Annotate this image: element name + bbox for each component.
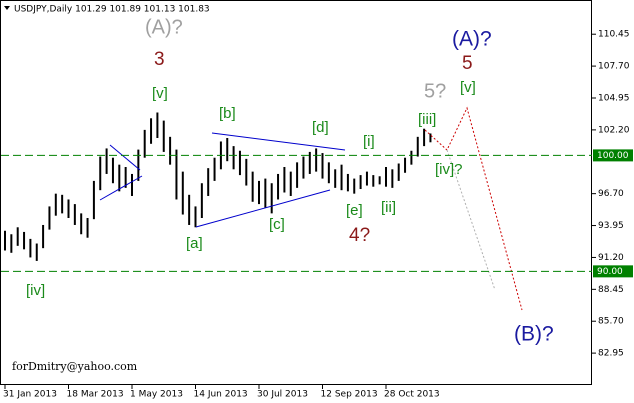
wave-label: (A)? <box>145 16 183 38</box>
wave-label: 5 <box>462 53 473 74</box>
x-tick-label: 31 Jan 2013 <box>3 390 57 400</box>
plot-frame <box>0 0 592 385</box>
wave-label: [c] <box>269 216 285 233</box>
x-tick-label: 14 Jun 2013 <box>194 390 248 400</box>
y-tick-label: 91.20 <box>598 253 624 263</box>
menu-arrow <box>4 6 10 10</box>
x-tick-label: 18 Mar 2013 <box>67 390 124 400</box>
projection-line <box>424 106 523 311</box>
wave-label: [iv] <box>26 282 45 299</box>
wave-label: [b] <box>219 105 236 122</box>
y-tick-label: 93.95 <box>598 221 624 231</box>
wave-label: [i] <box>363 133 375 150</box>
chart-title: USDJPY,Daily 101.29 101.89 101.13 101.83 <box>14 5 210 15</box>
y-tick-label: 107.70 <box>598 62 630 72</box>
y-tick-label: 102.20 <box>598 125 630 135</box>
y-tick-label: 82.95 <box>598 349 624 359</box>
wave-label: [ii] <box>381 199 396 216</box>
wave-label: [e] <box>346 202 363 219</box>
level-label-box <box>593 265 633 278</box>
wave-label: [a] <box>186 235 203 252</box>
wave-label: [v] <box>152 85 168 102</box>
wave-label: [iv]? <box>435 161 463 178</box>
projection-line <box>446 149 496 291</box>
wave-label: [d] <box>312 119 329 136</box>
level-label: 100.00 <box>597 151 629 161</box>
x-tick-label: 28 Oct 2013 <box>384 390 440 400</box>
x-tick-label: 12 Sep 2013 <box>321 390 378 400</box>
wave-label: (B)? <box>514 323 554 346</box>
wave-label: 4? <box>349 225 370 246</box>
level-label-box <box>593 149 633 162</box>
trend-line <box>99 175 143 201</box>
level-label: 90.00 <box>597 267 623 277</box>
wave-label: [iii] <box>418 111 436 128</box>
trend-line <box>109 144 141 171</box>
trend-line <box>211 132 346 151</box>
y-tick-label: 85.70 <box>598 317 624 327</box>
trend-line <box>195 189 331 228</box>
y-tick-label: 110.45 <box>598 30 630 40</box>
watermark: forDmitry@yahoo.com <box>12 360 138 373</box>
x-tick-label: 30 Jul 2013 <box>257 390 308 400</box>
wave-label: (A)? <box>452 28 492 51</box>
wave-label: [v] <box>460 79 476 96</box>
y-tick-label: 96.70 <box>598 189 624 199</box>
y-tick-label: 88.45 <box>598 285 624 295</box>
wave-label: 3 <box>154 49 165 70</box>
x-tick-label: 1 May 2013 <box>130 390 183 400</box>
y-tick-label: 104.95 <box>598 93 630 103</box>
wave-label: 5? <box>424 80 446 102</box>
